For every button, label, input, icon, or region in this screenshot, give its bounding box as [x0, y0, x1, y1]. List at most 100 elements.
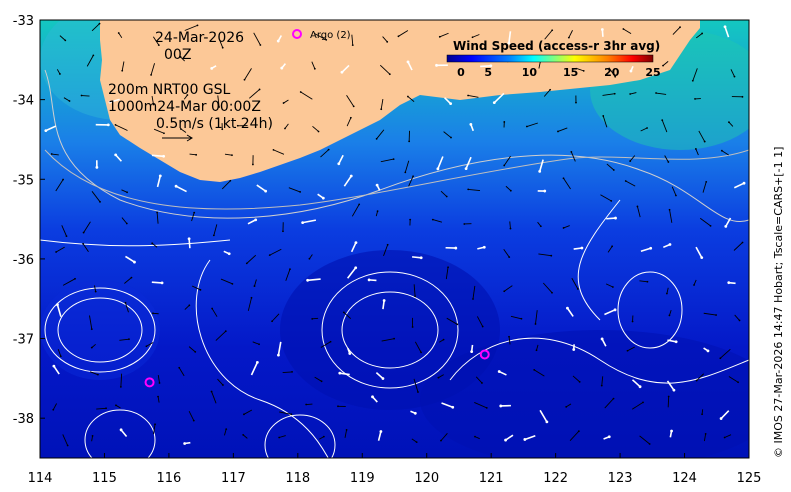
current-arrow-head [119, 385, 122, 388]
current-arrow-head [174, 184, 178, 188]
current-arrow-head [126, 191, 128, 194]
current-arrow-head [626, 349, 629, 352]
current-arrow [351, 204, 360, 217]
current-arrow-head [580, 246, 584, 250]
current-arrow [269, 248, 282, 256]
y-tick-label: -33 [13, 14, 34, 29]
current-arrow-head [301, 221, 305, 225]
current-arrow-head [543, 189, 547, 193]
current-arrow-head [613, 92, 616, 95]
current-arrow-head [420, 351, 422, 354]
current-arrow [637, 206, 641, 218]
current-arrow-head [105, 407, 107, 410]
current-arrow [627, 346, 635, 352]
current-arrow-head [738, 319, 741, 322]
current-arrow-head [646, 127, 648, 129]
current-arrow-head [600, 337, 604, 341]
current-arrow [526, 122, 538, 127]
current-arrow-head [742, 181, 746, 185]
current-arrow-head [252, 163, 254, 166]
current-arrow [695, 246, 703, 259]
argo-label: Argo (2) [310, 30, 351, 41]
current-arrow [533, 369, 545, 377]
current-arrow [692, 68, 698, 81]
current-arrow-head [668, 208, 671, 211]
current-arrow [503, 155, 511, 166]
current-arrow-head [666, 292, 668, 295]
current-arrow-head [371, 395, 374, 399]
current-arrow-head [152, 103, 155, 106]
current-arrow [563, 178, 571, 190]
argo-legend-marker [292, 29, 302, 39]
current-arrow-head [741, 95, 744, 98]
current-arrow [191, 285, 201, 291]
current-arrow [438, 374, 444, 379]
current-arrow [640, 127, 648, 132]
current-arrow-head [212, 234, 215, 237]
current-arrow [242, 434, 248, 439]
current-arrow [671, 186, 677, 196]
current-arrow [247, 297, 252, 311]
current-arrow [539, 409, 548, 423]
current-arrow-head [231, 282, 234, 285]
current-arrow-head [667, 395, 670, 398]
colorbar-gradient [446, 54, 654, 63]
current-arrow [604, 398, 614, 409]
current-arrow [250, 362, 259, 376]
current-arrow [639, 435, 650, 445]
current-arrow-head [278, 436, 281, 439]
current-arrow [441, 402, 454, 409]
current-arrow [437, 156, 444, 170]
current-arrow-head [349, 174, 353, 178]
current-arrow-head [582, 69, 585, 72]
current-arrow-head [221, 46, 224, 49]
current-arrow [156, 175, 162, 188]
current-arrow-head [464, 167, 468, 171]
current-arrow-head [187, 237, 191, 241]
current-arrow-head [272, 148, 275, 151]
current-arrow-head [668, 314, 671, 317]
current-arrow-head [655, 92, 657, 94]
current-arrow-head [661, 119, 664, 122]
current-arrow-head [674, 340, 678, 344]
current-arrow-head [321, 196, 325, 200]
current-arrow [62, 434, 69, 446]
current-arrow-head [64, 39, 67, 42]
current-arrow-head [741, 241, 744, 244]
current-arrow-head [411, 326, 414, 328]
current-arrow-head [508, 256, 511, 258]
current-arrow-head [577, 430, 580, 433]
current-arrow-head [99, 200, 101, 203]
current-arrow-head [299, 191, 302, 193]
current-arrow-head [222, 384, 224, 386]
current-arrow-head [68, 100, 71, 102]
current-arrow-head [128, 338, 130, 341]
current-arrow [151, 281, 163, 284]
colorbar-tick-label: 5 [484, 66, 492, 79]
current-arrow [606, 217, 616, 220]
current-arrow [217, 378, 224, 386]
current-arrow [314, 33, 327, 41]
current-arrow-head [715, 314, 717, 316]
current-arrow-head [419, 256, 423, 260]
current-arrow-head [566, 306, 569, 310]
current-arrow [445, 267, 449, 280]
current-arrow [382, 36, 388, 43]
current-arrow [55, 246, 65, 253]
current-arrow [86, 55, 94, 67]
current-arrow [728, 376, 739, 383]
current-arrow-head [158, 174, 162, 178]
current-arrow [380, 158, 394, 163]
current-arrow-head [406, 60, 410, 64]
current-arrow-head [613, 308, 617, 312]
current-arrow-head [629, 93, 632, 95]
current-arrow-head [565, 405, 568, 408]
current-arrow [544, 29, 553, 40]
current-arrow-head [259, 44, 262, 46]
current-arrow [51, 153, 59, 156]
current-arrow [661, 119, 668, 133]
current-arrow [119, 338, 130, 341]
current-arrow-head [413, 411, 417, 415]
current-arrow [413, 284, 416, 297]
